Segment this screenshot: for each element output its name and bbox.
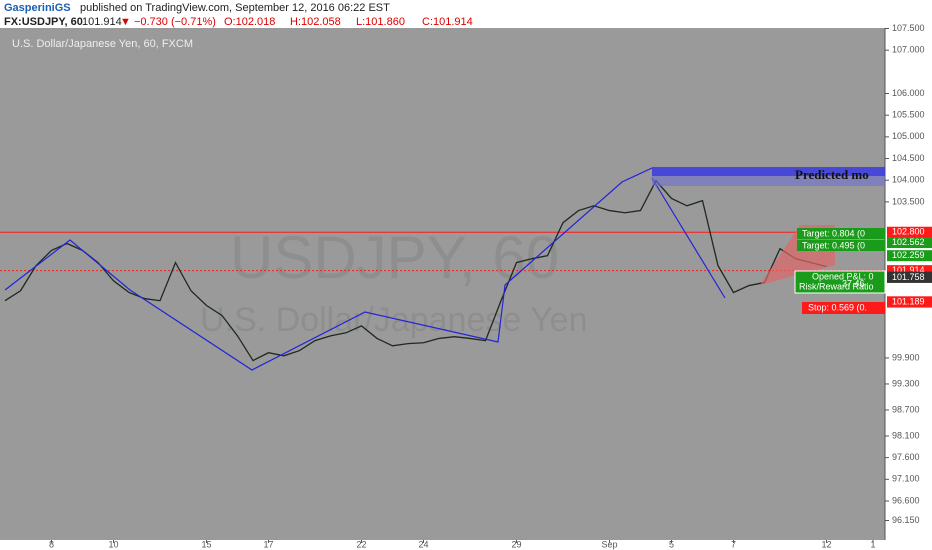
price-badge bbox=[887, 250, 932, 262]
price-badge bbox=[887, 226, 932, 238]
prediction-box bbox=[652, 176, 885, 186]
prediction-label: Predicted mo bbox=[795, 167, 869, 182]
price-badge bbox=[887, 265, 932, 277]
trend-line bbox=[4, 167, 653, 371]
watermark: USDJPY, 60 bbox=[230, 224, 559, 291]
symbol: FX:USDJPY, 60 bbox=[4, 16, 83, 28]
last: 101.914 bbox=[82, 16, 122, 28]
price-badge-label: 102.259 bbox=[892, 250, 925, 260]
change: ▼ −0.730 (−0.71%) bbox=[120, 16, 216, 28]
price-badge-label: 101.189 bbox=[892, 296, 925, 306]
y-tick-label: 107.000 bbox=[892, 45, 925, 55]
y-tick-label: 106.000 bbox=[892, 88, 925, 98]
open: O:102.018 bbox=[224, 16, 275, 28]
prediction-box bbox=[652, 167, 885, 176]
x-tick-label: 10 bbox=[108, 539, 118, 549]
price-badge-label: 102.800 bbox=[892, 227, 925, 237]
trend-line bbox=[651, 177, 726, 299]
y-tick-label: 105.500 bbox=[892, 110, 925, 120]
target-label: Target: 0.804 (0 bbox=[802, 228, 865, 238]
y-tick-label: 98.700 bbox=[892, 404, 920, 414]
pnl-label: Opened P&L: 0 bbox=[812, 271, 874, 281]
target-badge bbox=[797, 228, 885, 239]
y-tick-label: 98.100 bbox=[892, 430, 920, 440]
x-tick-label: 8 bbox=[49, 539, 54, 549]
x-tick-label: 24 bbox=[418, 539, 428, 549]
ratio-label: 37.46 bbox=[842, 278, 865, 288]
x-tick-label: Sep bbox=[601, 539, 617, 549]
target-badge bbox=[797, 240, 885, 251]
y-tick-label: 107.500 bbox=[892, 23, 925, 33]
x-tick-label: 17 bbox=[263, 539, 273, 549]
x-tick-label: 1 bbox=[870, 539, 875, 549]
author[interactable]: GasperiniGS bbox=[4, 2, 71, 14]
stop-label: Stop: 0.569 (0. bbox=[808, 302, 867, 312]
plot-area bbox=[0, 28, 885, 540]
stop-badge bbox=[802, 302, 885, 314]
target-label: Target: 0.495 (0 bbox=[802, 240, 865, 250]
price-badge-label: 102.562 bbox=[892, 237, 925, 247]
y-tick-label: 105.000 bbox=[892, 131, 925, 141]
x-tick-label: 7 bbox=[731, 539, 736, 549]
rr-label: Risk/Reward Ratio bbox=[799, 281, 874, 291]
x-tick-label: 29 bbox=[511, 539, 521, 549]
x-tick-label: 5 bbox=[669, 539, 674, 549]
x-tick-label: 15 bbox=[201, 539, 211, 549]
x-tick-label: 22 bbox=[356, 539, 366, 549]
low: L:101.860 bbox=[356, 16, 405, 28]
y-tick-label: 97.600 bbox=[892, 452, 920, 462]
x-tick-label: 12 bbox=[821, 539, 831, 549]
price-badge-label: 101.758 bbox=[892, 272, 925, 282]
y-tick-label: 104.500 bbox=[892, 153, 925, 163]
price-badge-label: 101.914 bbox=[892, 265, 925, 275]
high: H:102.058 bbox=[290, 16, 341, 28]
watermark-sub: U.S. Dollar/Japanese Yen bbox=[200, 301, 587, 339]
y-tick-label: 104.000 bbox=[892, 175, 925, 185]
price-badge bbox=[887, 271, 932, 283]
pnl-badge bbox=[794, 270, 886, 294]
y-tick-label: 103.500 bbox=[892, 196, 925, 206]
y-tick-label: 99.900 bbox=[892, 352, 920, 362]
y-tick-label: 96.600 bbox=[892, 495, 920, 505]
published: published on TradingView.com, September … bbox=[80, 2, 390, 14]
chart-title: U.S. Dollar/Japanese Yen, 60, FXCM bbox=[12, 38, 193, 50]
price-badge bbox=[887, 296, 932, 308]
close: C:101.914 bbox=[422, 16, 473, 28]
y-tick-label: 96.150 bbox=[892, 515, 920, 525]
y-tick-label: 99.300 bbox=[892, 378, 920, 388]
price-badge bbox=[887, 237, 932, 249]
y-tick-label: 97.100 bbox=[892, 474, 920, 484]
